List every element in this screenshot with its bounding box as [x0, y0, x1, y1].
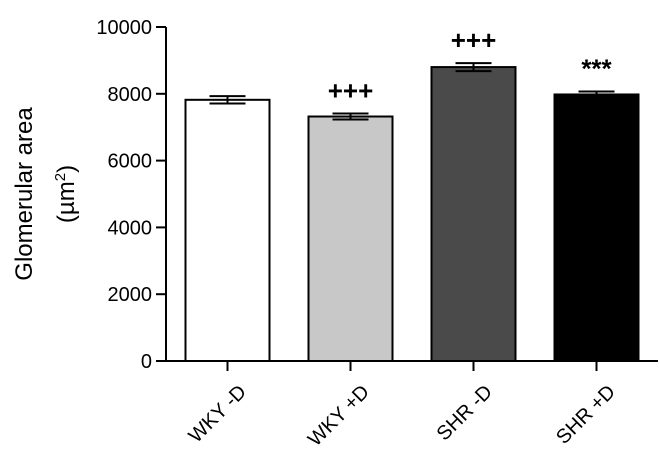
bars: [184, 62, 640, 363]
bar: [430, 66, 517, 363]
y-axis: 0 2000 4000 6000 8000 10000: [96, 17, 167, 373]
y-tick-label: 0: [141, 351, 152, 373]
y-tick-label: 10000: [96, 17, 152, 39]
y-axis-label-unit: µm: [53, 181, 80, 215]
y-tick-label: 6000: [108, 151, 153, 173]
bar: [307, 115, 394, 363]
y-axis-label-line1: Glomerular area: [11, 107, 38, 281]
significance-label: +++: [451, 25, 497, 55]
x-tick-label: WKY +D: [304, 381, 374, 451]
significance-label: ***: [581, 53, 612, 83]
y-axis-label-paren-open: (: [53, 215, 80, 223]
bar: [184, 98, 271, 362]
y-tick-label: 8000: [108, 84, 153, 106]
x-tick-label: SHR +D: [552, 381, 620, 449]
y-tick-label: 4000: [108, 217, 153, 239]
y-axis-label-superscript: 2: [52, 173, 69, 181]
bar: [553, 93, 640, 363]
x-tick-label: SHR -D: [433, 381, 497, 445]
x-tick-label: WKY -D: [185, 381, 251, 447]
x-axis: WKY -D WKY +D SHR -D SHR +D: [166, 360, 658, 451]
y-axis-label: Glomerular area (µm2): [11, 107, 80, 281]
y-axis-label-line2: (µm2): [52, 165, 80, 223]
annotations: +++ +++ ***: [328, 25, 613, 105]
y-tick-label: 2000: [108, 284, 153, 306]
significance-label: +++: [328, 76, 374, 106]
y-axis-label-paren-close: ): [53, 165, 80, 173]
